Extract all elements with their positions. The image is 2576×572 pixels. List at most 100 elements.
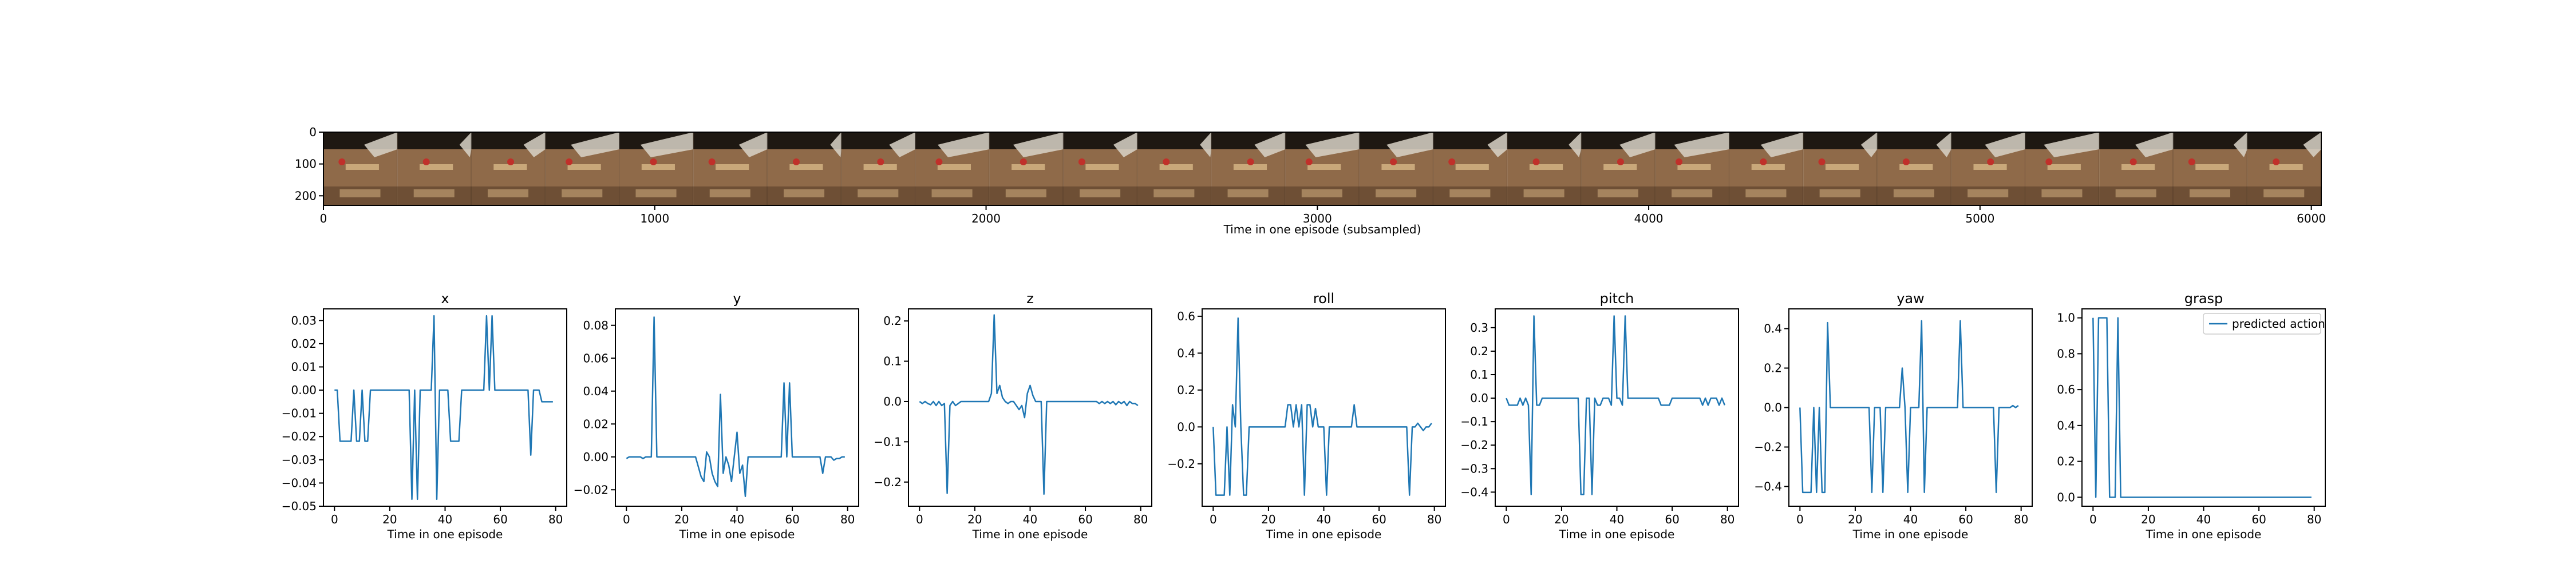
y-tick-label: 0.0 xyxy=(1177,420,1195,434)
x-tick-label: 20 xyxy=(1848,513,1862,526)
y-tick-label: 0.02 xyxy=(291,337,317,351)
series-line xyxy=(626,316,845,497)
series-line xyxy=(1506,315,1726,495)
x-tick-label: 20 xyxy=(674,513,689,526)
y-tick-label: 100 xyxy=(295,157,317,171)
x-tick-label: 20 xyxy=(967,513,982,526)
x-tick-label: 60 xyxy=(1958,513,1973,526)
episode-frame xyxy=(397,132,472,205)
episode-frame xyxy=(693,132,768,205)
x-tick-label: 20 xyxy=(1554,513,1568,526)
y-tick-label: 0.1 xyxy=(1470,368,1488,382)
episode-frame xyxy=(841,132,916,205)
episode-frame xyxy=(545,132,620,205)
y-tick-label: 0.0 xyxy=(883,395,902,408)
x-tick-label: 4000 xyxy=(1634,212,1664,225)
y-tick-label: −0.2 xyxy=(1754,440,1782,454)
y-tick-label: −0.01 xyxy=(282,407,317,420)
x-tick-label: 0 xyxy=(1796,513,1804,526)
y-tick-label: −0.2 xyxy=(1167,457,1195,471)
x-tick-label: 80 xyxy=(2014,513,2028,526)
y-tick-label: 0.2 xyxy=(1764,362,1782,375)
episode-frame xyxy=(1655,132,1729,205)
x-axis-label: Time in one episode xyxy=(972,527,1088,541)
x-tick-label: 40 xyxy=(2196,513,2211,526)
series-line xyxy=(334,315,553,500)
x-tick-label: 20 xyxy=(382,513,397,526)
x-tick-label: 20 xyxy=(1261,513,1275,526)
episode-frame xyxy=(2247,132,2321,205)
episode-frame xyxy=(1877,132,1951,205)
episode-frame xyxy=(1285,132,1360,205)
y-tick-label: 0.2 xyxy=(2057,455,2075,468)
episode-frame xyxy=(767,132,841,205)
plot-title: z xyxy=(1026,291,1034,307)
subplot-roll: 0 20 40 60 80 −0.2 0.0 0.2 0.4 0.6 roll Time in one… xyxy=(1167,291,1446,541)
y-tick-label: 0.01 xyxy=(291,360,317,374)
x-tick-label: 40 xyxy=(438,513,452,526)
series-line xyxy=(919,314,1139,495)
y-tick-label: 1.0 xyxy=(2057,311,2075,325)
x-tick-label: 0 xyxy=(916,513,923,526)
episode-frame xyxy=(1581,132,1656,205)
y-tick-label: 0.4 xyxy=(1764,322,1782,336)
x-tick-label: 60 xyxy=(785,513,799,526)
subplot-z: 0 20 40 60 80 −0.2 −0.1 0.0 0.1 0.2 z Time in one e… xyxy=(874,291,1152,541)
x-tick-label: 3000 xyxy=(1303,212,1332,225)
x-tick-label: 0 xyxy=(2089,513,2097,526)
x-tick-label: 60 xyxy=(1372,513,1386,526)
episode-frame xyxy=(2173,132,2247,205)
x-tick-label: 40 xyxy=(1903,513,1918,526)
y-tick-label: 0.2 xyxy=(1177,383,1195,397)
y-tick-label: 0.06 xyxy=(583,351,609,365)
action-subplots: 0 20 40 60 80−0.05−0.04−0.03−0.02−0.010.000.… xyxy=(282,291,2326,541)
episode-frame xyxy=(2099,132,2174,205)
y-tick-label: 0.00 xyxy=(583,450,609,464)
y-tick-label: 0.2 xyxy=(1470,344,1488,358)
plot-title: roll xyxy=(1313,291,1334,307)
x-tick-label: 40 xyxy=(730,513,744,526)
x-tick-label: 80 xyxy=(840,513,855,526)
x-axis-label: Time in one episode xyxy=(1852,527,1969,541)
x-tick-label: 0 xyxy=(320,212,327,225)
y-tick-label: 0.08 xyxy=(583,319,609,332)
subplot-y: 0 20 40 60 80 −0.02 0.00 0.02 0.04 0.06 0.08 y Time … xyxy=(574,291,859,541)
y-tick-label: 200 xyxy=(295,189,317,202)
x-tick-label: 40 xyxy=(1023,513,1037,526)
y-tick-label: 0.4 xyxy=(2057,419,2075,432)
x-tick-label: 60 xyxy=(1665,513,1679,526)
plot-title: yaw xyxy=(1897,291,1925,307)
y-tick-label: −0.2 xyxy=(1460,438,1488,452)
series-line xyxy=(1212,317,1432,496)
y-tick-label: 0 xyxy=(309,125,317,139)
frame-strip-ticks: 0 1000 2000 3000 4000 5000 6000 0 100 200 xyxy=(295,125,2326,225)
episode-frame xyxy=(1359,132,1433,205)
frame-strip-xlabel: Time in one episode (subsampled) xyxy=(1223,223,1421,236)
frame-strip-images xyxy=(323,132,2321,205)
y-tick-label: −0.2 xyxy=(874,475,902,489)
y-tick-label: −0.02 xyxy=(282,430,317,443)
episode-frame xyxy=(619,132,694,205)
subplot-yaw: 0 20 40 60 80 −0.4 −0.2 0.0 0.2 0.4 yaw Time in one… xyxy=(1754,291,2033,541)
x-tick-label: 0 xyxy=(1210,513,1217,526)
y-tick-label: 0.6 xyxy=(1177,309,1195,323)
y-tick-label: −0.4 xyxy=(1460,485,1488,499)
x-tick-label: 80 xyxy=(548,513,563,526)
plot-frame xyxy=(323,308,567,507)
y-tick-label: −0.4 xyxy=(1754,480,1782,494)
legend-label: predicted action xyxy=(2232,317,2325,331)
plot-title: pitch xyxy=(1600,291,1634,307)
y-tick-label: −0.04 xyxy=(282,476,317,490)
frame-strip: 0 1000 2000 3000 4000 5000 6000 0 100 200 Time in… xyxy=(295,125,2326,236)
y-tick-label: 0.4 xyxy=(1177,346,1195,360)
episode-frame xyxy=(471,132,546,205)
series-line xyxy=(2092,317,2312,498)
episode-frame xyxy=(323,132,398,205)
x-tick-label: 1000 xyxy=(640,212,669,225)
legend: predicted action xyxy=(2203,313,2325,335)
y-tick-label: 0.0 xyxy=(1764,401,1782,415)
episode-frame xyxy=(989,132,1064,205)
y-tick-label: 0.02 xyxy=(583,417,609,431)
y-tick-label: 0.8 xyxy=(2057,347,2075,360)
